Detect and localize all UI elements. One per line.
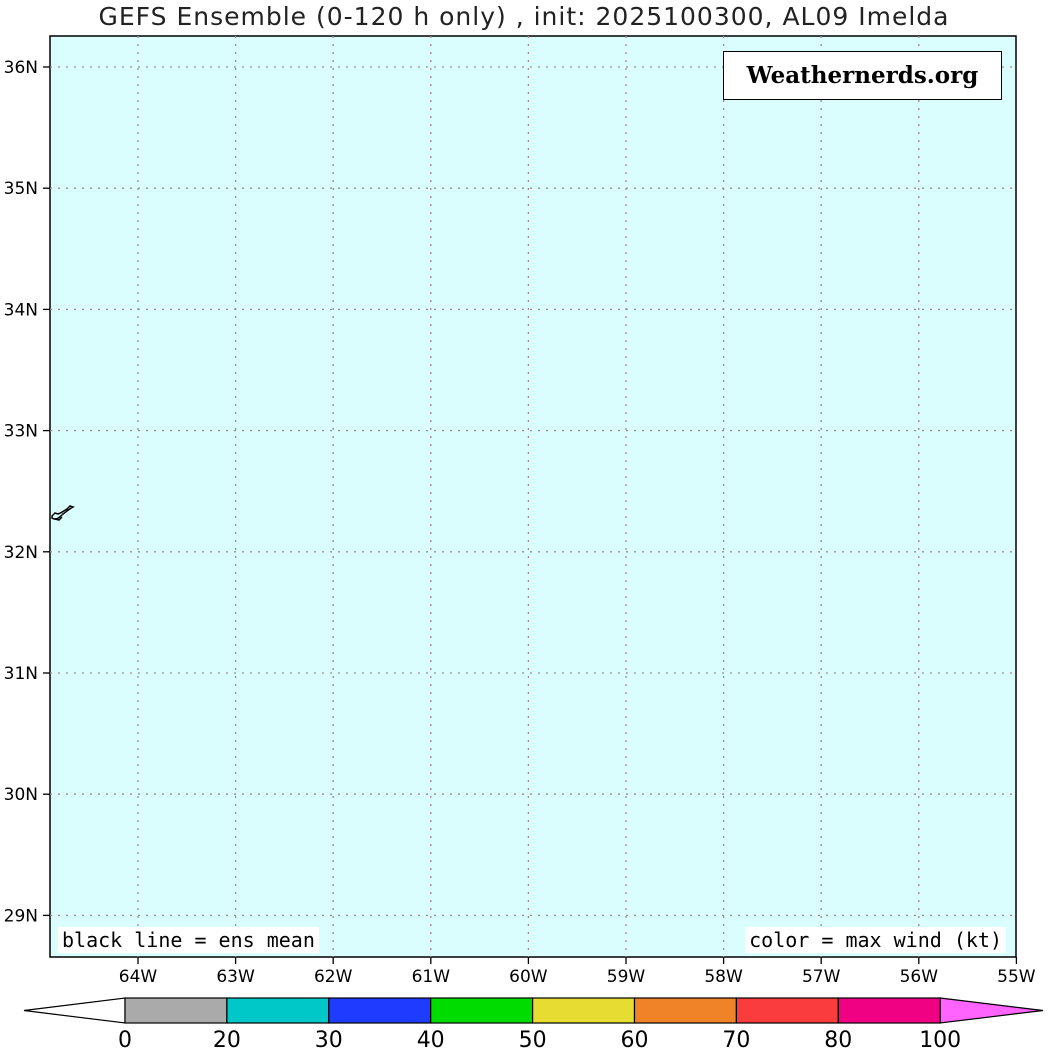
lon-label: 61W: [412, 967, 451, 987]
lon-label: 56W: [900, 967, 939, 987]
colorbar-label: 60: [621, 1028, 649, 1053]
lon-label: 60W: [509, 967, 548, 987]
colorbar-segment: [328, 997, 432, 1024]
colorbar-label: 100: [919, 1028, 961, 1053]
lat-label: 31N: [4, 664, 38, 684]
colorbar-label: 80: [824, 1028, 852, 1053]
bermuda-landmass: [51, 505, 75, 521]
colorbar-segment: [124, 997, 228, 1024]
longitude-labels: 64W 63W 62W 61W 60W 59W 58W 57W 56W 55W: [119, 957, 1036, 987]
lat-label: 30N: [4, 785, 38, 805]
lon-label: 58W: [704, 967, 743, 987]
legend-ens-mean-note: black line = ens mean: [58, 927, 319, 953]
colorbar-segment: [837, 997, 941, 1024]
latitude-labels: 36N 35N 34N 33N 32N 31N 30N 29N: [4, 58, 50, 926]
lat-label: 29N: [4, 906, 38, 926]
lon-label: 64W: [119, 967, 158, 987]
colorbar-label: 30: [315, 1028, 343, 1053]
legend-max-wind-note: color = max wind (kt): [745, 927, 1006, 953]
colorbar-segment: [226, 997, 330, 1024]
wind-colorbar: [23, 997, 1044, 1024]
lon-label: 59W: [607, 967, 646, 987]
colorbar-segment: [735, 997, 839, 1024]
lat-label: 35N: [4, 179, 38, 199]
map-title: GEFS Ensemble (0-120 h only) , init: 202…: [98, 2, 950, 31]
lon-label: 57W: [802, 967, 841, 987]
colorbar-label: 50: [519, 1028, 547, 1053]
lat-label: 32N: [4, 543, 38, 563]
gridlines: [50, 36, 1016, 957]
lat-label: 34N: [4, 300, 38, 320]
colorbar-label: 20: [213, 1028, 241, 1053]
colorbar-segment: [430, 997, 534, 1024]
map-panel: [49, 35, 1017, 958]
colorbar-segment: [633, 997, 738, 1024]
lon-label: 55W: [997, 967, 1036, 987]
lon-label: 62W: [314, 967, 353, 987]
lat-label: 33N: [4, 422, 38, 442]
lat-label: 36N: [4, 58, 38, 78]
colorbar-right-arrow: [939, 997, 1044, 1024]
colorbar-label: 0: [118, 1028, 132, 1053]
colorbar-label: 70: [722, 1028, 750, 1053]
lon-label: 63W: [216, 967, 255, 987]
colorbar-label: 40: [417, 1028, 445, 1053]
colorbar-labels: 0 20 30 40 50 60 70 80 100: [118, 1028, 961, 1053]
colorbar-left-arrow: [23, 997, 126, 1024]
watermark-box: Weathernerds.org: [723, 51, 1002, 100]
colorbar-segment: [531, 997, 636, 1024]
watermark-text: Weathernerds.org: [746, 62, 979, 89]
